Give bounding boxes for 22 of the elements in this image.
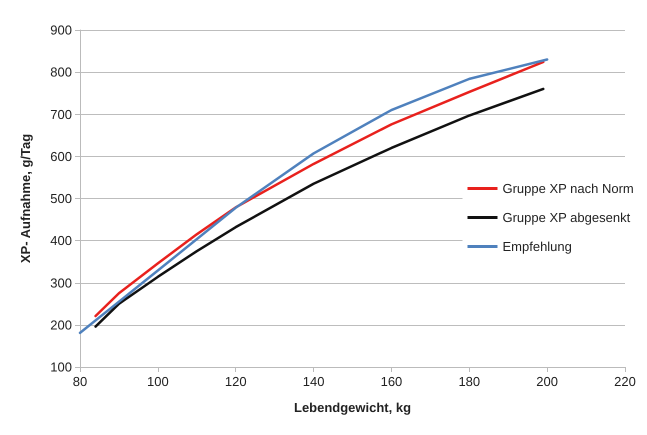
y-tick-label: 900 bbox=[50, 22, 72, 38]
x-tick-label: 100 bbox=[147, 374, 169, 389]
x-tick-label: 220 bbox=[614, 374, 636, 389]
legend-label: Gruppe XP nach Norm bbox=[502, 181, 634, 196]
y-tick-label: 600 bbox=[50, 148, 72, 164]
y-tick-label: 100 bbox=[50, 360, 72, 374]
x-tick-label: 140 bbox=[302, 374, 324, 389]
x-tick-label: 180 bbox=[458, 374, 480, 389]
x-axis-title: Lebendgewicht, kg bbox=[294, 400, 412, 415]
y-tick-label: 700 bbox=[50, 106, 72, 122]
y-tick-label: 400 bbox=[50, 233, 72, 248]
y-tick-label: 200 bbox=[50, 317, 72, 332]
y-axis-title: XP- Aufnahme, g/Tag bbox=[18, 134, 33, 264]
y-tick-label: 500 bbox=[50, 191, 72, 206]
x-tick-label: 80 bbox=[72, 374, 88, 389]
legend-label: Empfehlung bbox=[502, 239, 572, 254]
legend-label: Gruppe XP abgesenkt bbox=[502, 210, 631, 225]
x-tick-label: 160 bbox=[380, 374, 402, 389]
y-tick-label: 300 bbox=[50, 275, 72, 290]
x-tick-label: 120 bbox=[224, 374, 247, 389]
x-tick-label: 200 bbox=[536, 374, 558, 389]
y-tick-label: 800 bbox=[50, 64, 72, 80]
